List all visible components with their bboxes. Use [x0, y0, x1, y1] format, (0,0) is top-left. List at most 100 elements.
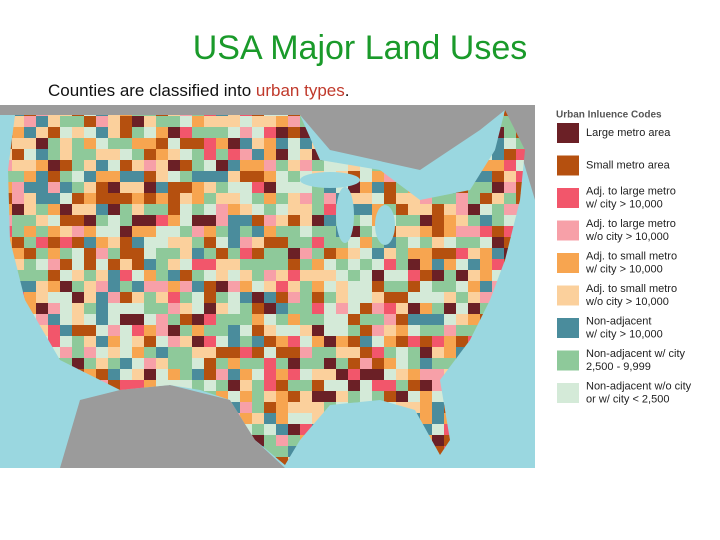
county-cell: [408, 259, 421, 271]
county-cell: [252, 391, 265, 403]
county-cell: [48, 160, 61, 172]
county-cell: [324, 391, 337, 403]
county-cell: [348, 237, 361, 249]
county-cell: [192, 380, 205, 392]
county-cell: [492, 160, 505, 172]
county-cell: [348, 215, 361, 227]
county-cell: [252, 149, 265, 161]
county-cell: [396, 380, 409, 392]
county-cell: [84, 369, 97, 381]
county-cell: [168, 193, 181, 205]
county-cell: [312, 303, 325, 315]
county-cell: [336, 160, 349, 172]
county-cell: [360, 182, 373, 194]
county-cell: [168, 325, 181, 337]
county-cell: [396, 391, 409, 403]
county-cell: [240, 127, 253, 139]
county-cell: [300, 160, 313, 172]
county-cell: [420, 347, 433, 359]
county-cell: [240, 303, 253, 315]
county-cell: [336, 325, 349, 337]
county-cell: [240, 138, 253, 150]
county-cell: [336, 336, 349, 348]
county-cell: [204, 314, 217, 326]
subtitle-text: Counties are classified into: [48, 81, 256, 100]
county-cell: [300, 314, 313, 326]
county-cell: [180, 270, 193, 282]
county-cell: [276, 402, 289, 414]
county-cell: [108, 160, 121, 172]
county-cell: [84, 215, 97, 227]
county-cell: [276, 303, 289, 315]
county-cell: [8, 182, 13, 194]
county-cell: [96, 226, 109, 238]
county-cell: [276, 413, 289, 425]
county-cell: [276, 127, 289, 139]
county-cell: [60, 325, 73, 337]
county-cell: [48, 215, 61, 227]
county-cell: [252, 380, 265, 392]
county-cell: [180, 226, 193, 238]
county-cell: [348, 193, 361, 205]
county-cell: [252, 413, 265, 425]
county-cell: [96, 160, 109, 172]
county-cell: [144, 215, 157, 227]
county-cell: [264, 424, 277, 436]
county-cell: [432, 347, 445, 359]
county-cell: [432, 215, 445, 227]
county-cell: [60, 160, 73, 172]
county-cell: [120, 325, 133, 337]
county-cell: [216, 314, 229, 326]
county-cell: [432, 193, 445, 205]
county-cell: [216, 358, 229, 370]
county-cell: [312, 402, 325, 414]
county-cell: [264, 347, 277, 359]
county-cell: [156, 369, 169, 381]
county-cell: [156, 358, 169, 370]
county-cell: [252, 259, 265, 271]
county-cell: [48, 116, 61, 128]
county-cell: [276, 182, 289, 194]
county-cell: [432, 204, 445, 216]
county-cell: [180, 314, 193, 326]
county-cell: [384, 182, 397, 194]
county-cell: [516, 149, 525, 161]
county-cell: [204, 138, 217, 150]
county-cell: [120, 237, 133, 249]
county-cell: [168, 171, 181, 183]
county-cell: [300, 358, 313, 370]
county-cell: [132, 215, 145, 227]
county-cell: [420, 336, 433, 348]
county-cell: [408, 325, 421, 337]
county-cell: [192, 281, 205, 293]
county-cell: [240, 336, 253, 348]
legend-label: or w/ city < 2,500: [586, 393, 669, 405]
county-cell: [216, 182, 229, 194]
county-cell: [444, 303, 457, 315]
county-cell: [108, 358, 121, 370]
county-cell: [288, 292, 301, 304]
county-cell: [252, 358, 265, 370]
county-cell: [216, 369, 229, 381]
county-cell: [72, 292, 85, 304]
county-cell: [156, 215, 169, 227]
county-cell: [108, 325, 121, 337]
legend-swatch: [557, 285, 579, 306]
slide-title: USA Major Land Uses: [193, 29, 528, 67]
county-cell: [156, 259, 169, 271]
county-cell: [36, 270, 49, 282]
county-cell: [12, 138, 25, 150]
county-cell: [300, 215, 313, 227]
county-cell: [156, 325, 169, 337]
county-cell: [252, 369, 265, 381]
county-cell: [324, 380, 337, 392]
county-cell: [36, 127, 49, 139]
county-cell: [360, 226, 373, 238]
county-cell: [192, 358, 205, 370]
county-cell: [156, 116, 169, 128]
county-cell: [408, 226, 421, 238]
county-cell: [84, 171, 97, 183]
county-cell: [288, 215, 301, 227]
county-cell: [408, 281, 421, 293]
